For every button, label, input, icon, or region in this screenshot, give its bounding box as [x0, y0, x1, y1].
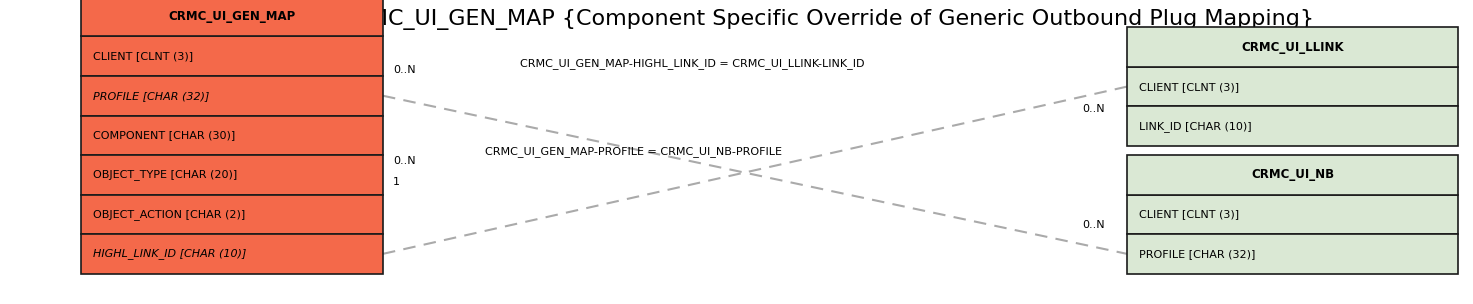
- Bar: [1127, 234, 1458, 274]
- Bar: [1127, 155, 1458, 195]
- Bar: [81, 234, 383, 274]
- Text: HIGHL_LINK_ID [CHAR (10)]: HIGHL_LINK_ID [CHAR (10)]: [93, 248, 246, 259]
- Text: COMPONENT [CHAR (30)]: COMPONENT [CHAR (30)]: [93, 130, 236, 140]
- Text: CRMC_UI_NB: CRMC_UI_NB: [1251, 168, 1335, 181]
- Text: SAP ABAP table CRMC_UI_GEN_MAP {Component Specific Override of Generic Outbound : SAP ABAP table CRMC_UI_GEN_MAP {Componen…: [159, 9, 1314, 30]
- Text: CRMC_UI_GEN_MAP: CRMC_UI_GEN_MAP: [168, 10, 296, 23]
- Text: CRMC_UI_LLINK: CRMC_UI_LLINK: [1242, 41, 1343, 54]
- Bar: [81, 76, 383, 116]
- Text: PROFILE [CHAR (32)]: PROFILE [CHAR (32)]: [93, 91, 209, 101]
- Text: PROFILE [CHAR (32)]: PROFILE [CHAR (32)]: [1139, 249, 1255, 259]
- Bar: [81, 36, 383, 76]
- Text: CLIENT [CLNT (3)]: CLIENT [CLNT (3)]: [1139, 82, 1239, 92]
- Text: LINK_ID [CHAR (10)]: LINK_ID [CHAR (10)]: [1139, 121, 1251, 132]
- Text: CRMC_UI_GEN_MAP-HIGHL_LINK_ID = CRMC_UI_LLINK-LINK_ID: CRMC_UI_GEN_MAP-HIGHL_LINK_ID = CRMC_UI_…: [520, 58, 865, 69]
- Bar: [81, 0, 383, 36]
- Text: CLIENT [CLNT (3)]: CLIENT [CLNT (3)]: [93, 51, 193, 61]
- Bar: [1127, 67, 1458, 106]
- Text: 0..N: 0..N: [1083, 105, 1105, 114]
- Bar: [81, 116, 383, 155]
- Text: 0..N: 0..N: [393, 65, 415, 75]
- Text: 1: 1: [393, 178, 401, 187]
- Text: OBJECT_ACTION [CHAR (2)]: OBJECT_ACTION [CHAR (2)]: [93, 209, 245, 220]
- Bar: [1127, 106, 1458, 146]
- Text: OBJECT_TYPE [CHAR (20)]: OBJECT_TYPE [CHAR (20)]: [93, 169, 237, 180]
- Bar: [81, 195, 383, 234]
- Bar: [81, 155, 383, 195]
- Bar: [1127, 195, 1458, 234]
- Bar: [1127, 27, 1458, 67]
- Text: CLIENT [CLNT (3)]: CLIENT [CLNT (3)]: [1139, 209, 1239, 219]
- Text: CRMC_UI_GEN_MAP-PROFILE = CRMC_UI_NB-PROFILE: CRMC_UI_GEN_MAP-PROFILE = CRMC_UI_NB-PRO…: [485, 147, 782, 157]
- Text: 0..N: 0..N: [1083, 220, 1105, 230]
- Text: 0..N: 0..N: [393, 156, 415, 166]
